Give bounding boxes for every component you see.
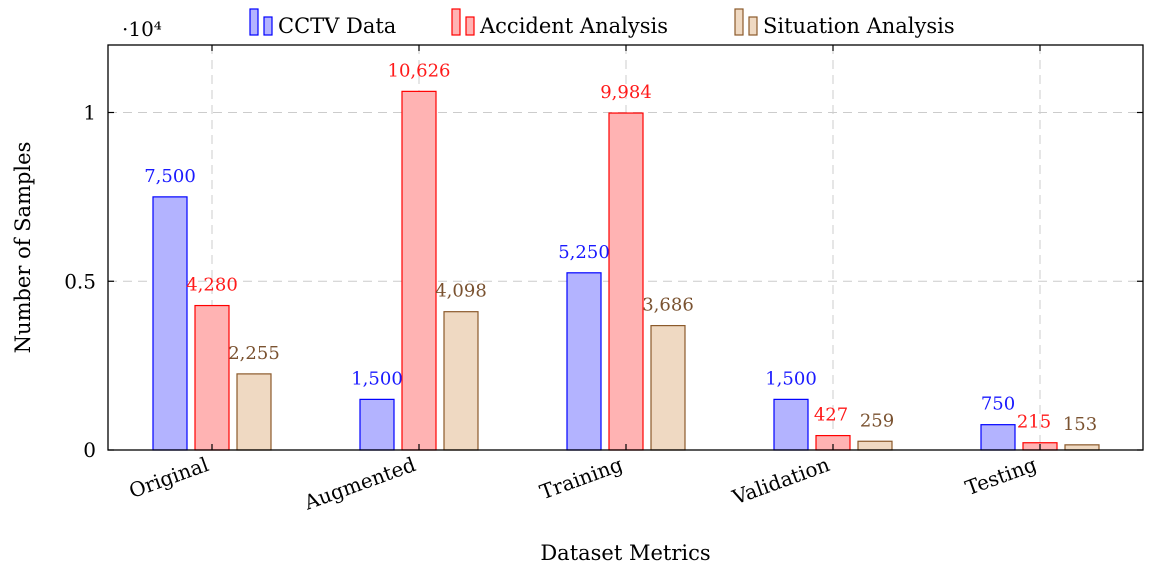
bar [236,373,272,451]
legend-swatch [263,16,273,36]
bar [566,272,602,451]
bar [194,304,230,451]
y-tick-label: 1 [83,101,96,125]
bar [1064,444,1100,451]
x-tick-label: Original [126,452,212,503]
bar [773,398,809,451]
y-axis-title: Number of Samples [11,142,35,354]
legend-label: Situation Analysis [763,14,955,38]
legend-swatch [451,8,461,36]
y-tick-label: 0 [83,438,96,462]
legend-label: CCTV Data [278,14,396,38]
bars [152,90,1100,451]
data-label: 3,686 [642,295,694,316]
legend-label: Accident Analysis [479,14,668,38]
data-label: 1,500 [351,368,403,389]
data-label: 10,626 [388,60,451,81]
data-label: 9,984 [600,82,652,103]
legend-swatch [249,8,259,36]
legend-swatch [748,16,758,36]
bar [650,324,686,451]
x-tick-label: Testing [962,452,1040,500]
data-label: 2,255 [228,343,280,364]
y-tick-label: 0.5 [64,269,96,293]
legend-box [242,2,1008,40]
x-tick-label: Validation [728,452,833,510]
data-label: 153 [1063,414,1097,435]
bar [980,424,1016,451]
bar [443,311,479,451]
x-tick-label: Augmented [300,452,419,515]
data-label: 4,280 [186,275,238,296]
data-label: 7,500 [144,166,196,187]
bar [608,112,644,451]
legend: CCTV Data Accident Analysis Situation Anal… [242,2,1008,40]
bar [857,440,893,451]
legend-swatch [734,8,744,36]
data-label: 5,250 [558,242,610,263]
bar [359,398,395,451]
data-label: 4,098 [435,281,487,302]
bar [152,196,188,451]
bar [401,90,437,451]
data-label: 215 [1017,412,1051,433]
legend-swatch [465,16,475,36]
data-labels: 7,500 1,500 5,250 1,500 750 4,280 10,626 9,984 4… [144,60,1097,434]
data-label: 427 [814,405,848,426]
data-label: 259 [860,410,894,431]
y-axis-scale-note: ·10⁴ [122,17,162,41]
x-tick-label: Training [537,452,626,504]
x-axis-title: Dataset Metrics [540,541,710,565]
data-label: 750 [981,394,1015,415]
data-label: 1,500 [765,368,817,389]
